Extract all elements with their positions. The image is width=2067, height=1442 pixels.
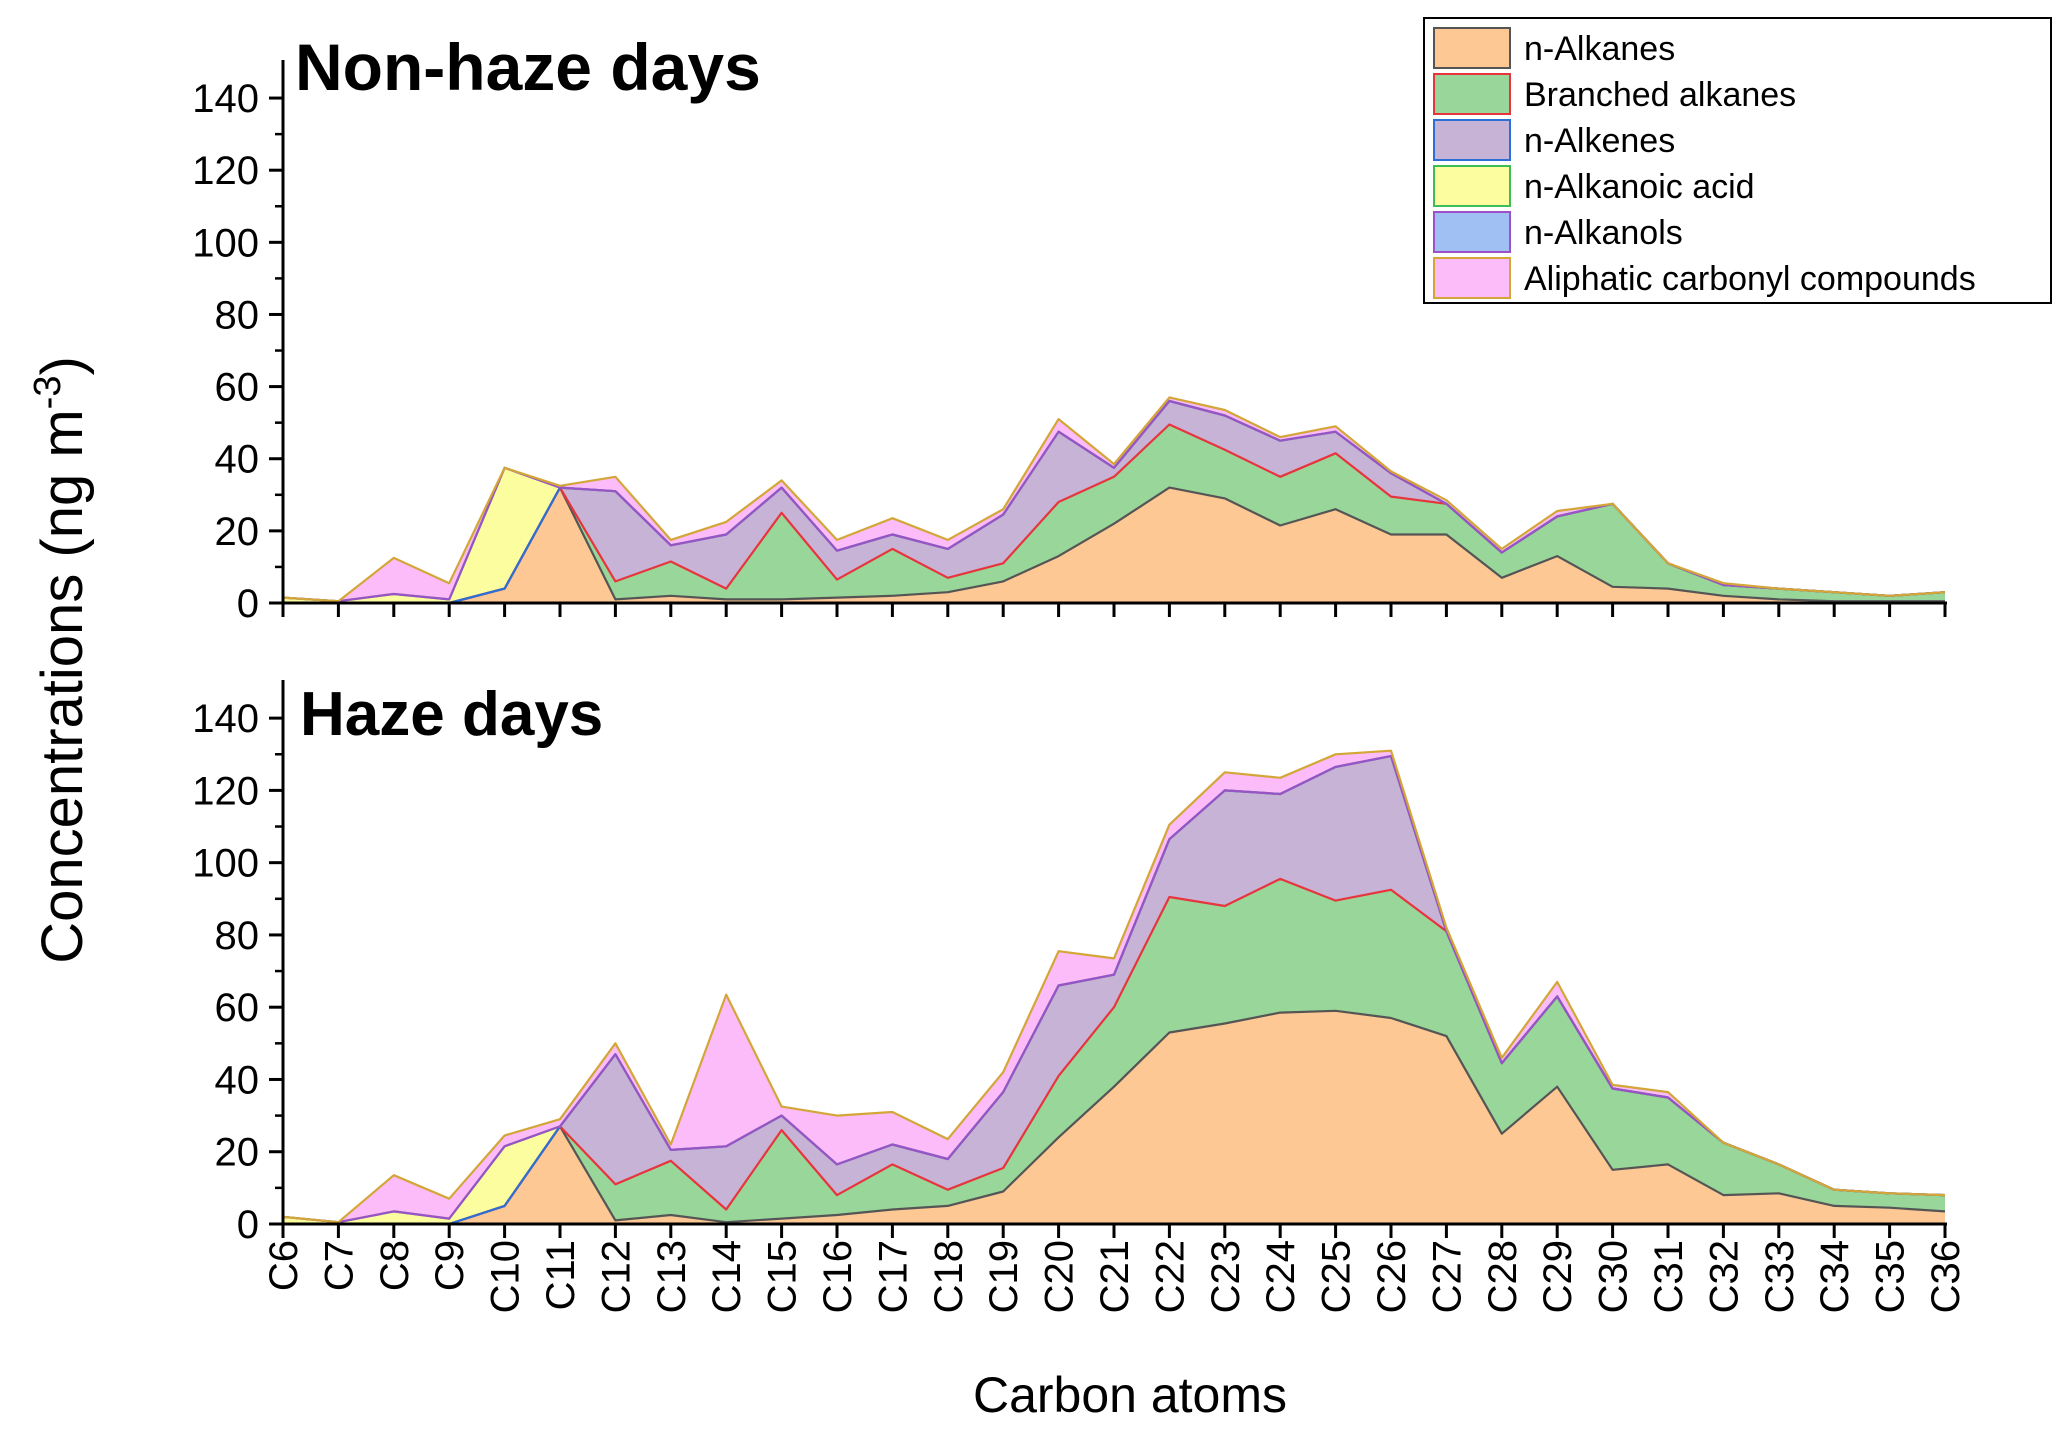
y-tick-label: 140 [192,77,259,121]
x-tick-label: C13 [650,1240,694,1313]
x-tick-label: C6 [262,1240,306,1291]
x-tick-label: C11 [539,1240,583,1310]
x-tick-label: C24 [1259,1240,1303,1313]
x-tick-label: C10 [484,1240,528,1313]
x-tick-label: C8 [373,1240,417,1291]
y-tick-label: 40 [215,1058,260,1102]
y-tick-label: 60 [215,366,260,410]
x-tick-label: C7 [317,1240,361,1291]
x-tick-label: C17 [871,1240,915,1313]
legend-item: n-Alkanes [1433,27,1675,69]
area-branched-alkanes [283,878,1945,1224]
legend-item: Aliphatic carbonyl compounds [1433,257,1976,299]
y-tick-label: 80 [215,293,260,337]
x-tick-label: C26 [1370,1240,1414,1313]
x-tick-label: C35 [1869,1240,1913,1313]
y-tick-label: 0 [237,582,259,626]
legend-swatch [1433,73,1511,115]
legend-swatch [1433,27,1511,69]
legend-swatch [1433,119,1511,161]
legend-label: n-Alkenes [1524,122,1675,160]
y-tick-label: 60 [215,986,260,1030]
legend-label: Aliphatic carbonyl compounds [1524,260,1976,298]
x-tick-label: C27 [1425,1240,1469,1313]
x-tick-label: C18 [927,1240,971,1313]
x-tick-label: C32 [1702,1240,1746,1313]
y-tick-label: 40 [215,438,260,482]
y-tick-label: 100 [192,842,259,886]
legend-item: n-Alkenes [1433,119,1675,161]
x-tick-label: C21 [1093,1240,1137,1313]
legend-box [1423,17,2052,304]
area-n-alkanes [283,487,1945,603]
x-tick-label: C33 [1758,1240,1802,1313]
area-branched-alkanes [283,424,1945,603]
y-axis-label: Concentrations (ng m-3) [27,356,95,964]
legend-swatch [1433,257,1511,299]
x-tick-label: C16 [816,1240,860,1313]
area-aliphatic-carbonyl-compounds [283,750,1945,1223]
y-tick-labels: 0 20 40 60 80 100 120 140 [192,697,259,1247]
y-tick-label: 20 [215,1131,260,1175]
x-tick-label: C22 [1148,1240,1192,1313]
x-tick-label: C19 [982,1240,1026,1313]
y-tick-label: 20 [215,510,260,554]
legend-label: Branched alkanes [1524,76,1796,114]
chart-panel-1: 0 20 40 60 80 100 120 140 Non-haze days [192,30,1947,626]
y-tick-label: 0 [237,1203,259,1247]
panel-title: Haze days [300,680,603,749]
legend-label: n-Alkanols [1524,214,1683,252]
y-tick-labels: 0 20 40 60 80 100 120 140 [192,77,259,626]
y-tick-label: 120 [192,769,259,813]
x-tick-label: C29 [1536,1240,1580,1313]
legend-item: Branched alkanes [1433,73,1796,115]
x-tick-label: C20 [1038,1240,1082,1313]
x-tick-label: C36 [1924,1240,1968,1313]
y-tick-label: 80 [215,914,260,958]
x-tick-label: C12 [594,1240,638,1313]
area-n-alkanes [283,1010,1945,1224]
line-aliphatic-carbonyl-compounds [282,396,1946,603]
legend: n-Alkanes Branched alkanes n-Alkenes n-Alka… [1423,17,2052,304]
line-aliphatic-carbonyl-compounds [282,749,1946,1224]
area-n-alkenes [283,401,1945,603]
x-tick-label: C31 [1647,1240,1691,1313]
x-tick-label: C15 [761,1240,805,1313]
y-tick-label: 100 [192,221,259,265]
legend-swatch [1433,211,1511,253]
y-tick-label: 120 [192,149,259,193]
x-tick-label: C25 [1315,1240,1359,1313]
y-tick-label: 140 [192,697,259,741]
x-tick-label: C30 [1592,1240,1636,1313]
x-tick-label: C14 [705,1240,749,1313]
panel-title: Non-haze days [295,30,761,104]
legend-label: n-Alkanes [1524,30,1675,68]
legend-item: n-Alkanols [1433,211,1683,253]
x-axis-label: Carbon atoms [973,1367,1287,1423]
x-tick-label: C34 [1813,1240,1857,1313]
legend-item: n-Alkanoic acid [1433,165,1755,207]
x-tick-label: C28 [1481,1240,1525,1313]
chart-panel-2: 0 20 40 60 80 100 120 140 Haze days [192,680,1947,1247]
x-tick-label: C9 [428,1240,472,1291]
legend-swatch [1433,165,1511,207]
x-tick-labels: C6 C7 C8 C9 C10 C11 C12 C13 C14 C15 C16 C17 C18 C19 C2… [262,1240,1968,1313]
legend-label: n-Alkanoic acid [1524,168,1755,206]
line-n-alkanols [282,755,1946,1224]
x-tick-label: C23 [1204,1240,1248,1313]
area-n-alkenes [283,756,1945,1224]
